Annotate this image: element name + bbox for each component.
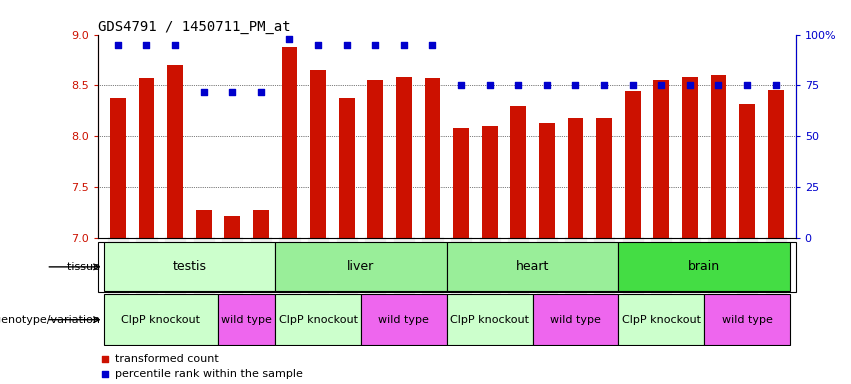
Text: wild type: wild type: [550, 314, 601, 325]
Point: [597, 83, 611, 89]
Point: [197, 88, 210, 94]
Text: ClpP knockout: ClpP knockout: [122, 314, 200, 325]
Point: [340, 42, 353, 48]
Bar: [625, 91, 641, 238]
Point: [768, 83, 782, 89]
Bar: [768, 89, 784, 238]
Bar: [711, 75, 727, 238]
FancyBboxPatch shape: [275, 294, 361, 345]
Text: ClpP knockout: ClpP knockout: [450, 314, 529, 325]
Bar: [511, 106, 526, 238]
Bar: [282, 47, 297, 238]
Point: [283, 36, 296, 42]
Point: [625, 83, 639, 89]
FancyBboxPatch shape: [218, 294, 275, 345]
Text: genotype/variation: genotype/variation: [0, 314, 104, 325]
Point: [454, 83, 468, 89]
Text: wild type: wild type: [221, 314, 272, 325]
FancyBboxPatch shape: [704, 294, 790, 345]
Point: [483, 83, 496, 89]
Bar: [597, 118, 612, 238]
Point: [540, 83, 554, 89]
Text: wild type: wild type: [379, 314, 429, 325]
Point: [654, 83, 668, 89]
Bar: [454, 128, 469, 238]
Text: percentile rank within the sample: percentile rank within the sample: [116, 369, 303, 379]
Text: brain: brain: [688, 260, 720, 273]
Bar: [654, 80, 669, 238]
Text: tissue: tissue: [67, 262, 104, 272]
Point: [397, 42, 411, 48]
Text: wild type: wild type: [722, 314, 773, 325]
Point: [711, 83, 725, 89]
Bar: [139, 78, 154, 238]
Bar: [368, 80, 383, 238]
Point: [368, 42, 382, 48]
Bar: [167, 65, 183, 238]
Bar: [682, 77, 698, 238]
Bar: [196, 210, 212, 238]
Point: [568, 83, 582, 89]
FancyBboxPatch shape: [361, 294, 447, 345]
FancyBboxPatch shape: [533, 294, 619, 345]
Point: [683, 83, 697, 89]
Point: [98, 356, 111, 362]
Point: [140, 42, 153, 48]
Text: ClpP knockout: ClpP knockout: [622, 314, 700, 325]
Bar: [253, 210, 269, 238]
Text: transformed count: transformed count: [116, 354, 219, 364]
FancyBboxPatch shape: [275, 242, 447, 291]
Bar: [539, 123, 555, 238]
Text: heart: heart: [516, 260, 549, 273]
Bar: [396, 77, 412, 238]
Bar: [482, 126, 498, 238]
Bar: [339, 98, 355, 238]
FancyBboxPatch shape: [104, 294, 218, 345]
Bar: [425, 78, 440, 238]
FancyBboxPatch shape: [104, 242, 275, 291]
FancyBboxPatch shape: [447, 242, 619, 291]
Text: GDS4791 / 1450711_PM_at: GDS4791 / 1450711_PM_at: [98, 20, 290, 33]
Point: [254, 88, 268, 94]
FancyBboxPatch shape: [619, 242, 790, 291]
Bar: [110, 98, 126, 238]
FancyBboxPatch shape: [619, 294, 704, 345]
Point: [426, 42, 439, 48]
Bar: [311, 70, 326, 238]
Point: [511, 83, 525, 89]
Point: [311, 42, 325, 48]
Bar: [568, 118, 583, 238]
Point: [98, 371, 111, 377]
Point: [740, 83, 754, 89]
Point: [168, 42, 182, 48]
Bar: [740, 104, 755, 238]
Text: testis: testis: [173, 260, 207, 273]
Text: ClpP knockout: ClpP knockout: [278, 314, 357, 325]
FancyBboxPatch shape: [447, 294, 533, 345]
Bar: [225, 216, 240, 238]
Point: [111, 42, 125, 48]
Text: liver: liver: [347, 260, 374, 273]
Point: [226, 88, 239, 94]
